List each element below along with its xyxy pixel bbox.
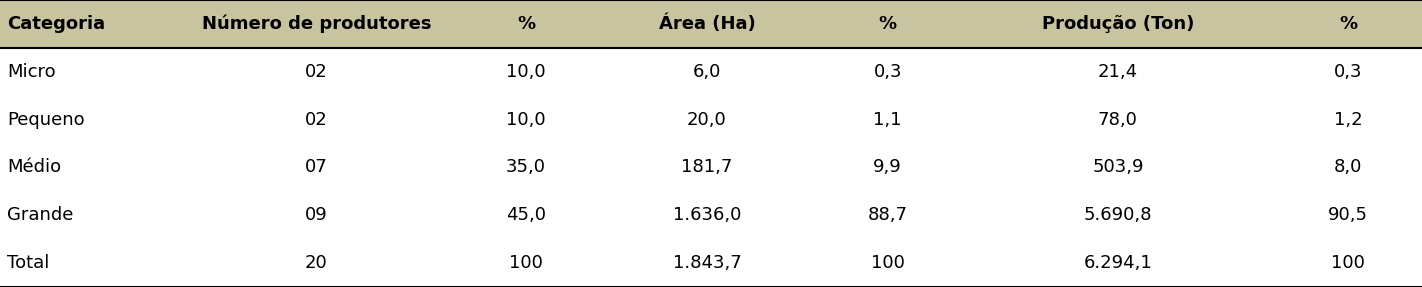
Bar (0, 0, 1422, 48)
Text: 8,0: 8,0 (1334, 158, 1362, 177)
Text: 0,3: 0,3 (873, 63, 902, 81)
Bar (0, 144, 1422, 191)
Text: 9,9: 9,9 (873, 158, 902, 177)
Text: Total: Total (7, 254, 50, 272)
Text: 90,5: 90,5 (1328, 206, 1368, 224)
Text: %: % (879, 15, 897, 33)
Text: 20: 20 (306, 254, 328, 272)
Text: 88,7: 88,7 (867, 206, 907, 224)
Text: 21,4: 21,4 (1098, 63, 1138, 81)
Text: 10,0: 10,0 (506, 110, 546, 129)
Text: %: % (1340, 15, 1357, 33)
Text: 1,1: 1,1 (873, 110, 902, 129)
Text: 1.843,7: 1.843,7 (673, 254, 741, 272)
Text: Categoria: Categoria (7, 15, 105, 33)
Bar (0, 96, 1422, 144)
Text: 1,2: 1,2 (1334, 110, 1362, 129)
Bar (0, 191, 1422, 239)
Text: 0,3: 0,3 (1334, 63, 1362, 81)
Text: Área (Ha): Área (Ha) (658, 15, 755, 33)
Text: Pequeno: Pequeno (7, 110, 85, 129)
Text: 35,0: 35,0 (506, 158, 546, 177)
Text: 1.636,0: 1.636,0 (673, 206, 741, 224)
Text: 45,0: 45,0 (506, 206, 546, 224)
Text: 20,0: 20,0 (687, 110, 727, 129)
Text: 5.690,8: 5.690,8 (1084, 206, 1152, 224)
Bar (0, 48, 1422, 96)
Text: Grande: Grande (7, 206, 74, 224)
Text: %: % (518, 15, 535, 33)
Text: Produção (Ton): Produção (Ton) (1042, 15, 1194, 33)
Text: 503,9: 503,9 (1092, 158, 1143, 177)
Text: 100: 100 (870, 254, 904, 272)
Text: Micro: Micro (7, 63, 55, 81)
Text: 181,7: 181,7 (681, 158, 732, 177)
Bar (0, 239, 1422, 287)
Text: Médio: Médio (7, 158, 61, 177)
Text: 78,0: 78,0 (1098, 110, 1138, 129)
Text: 02: 02 (306, 63, 328, 81)
Text: Número de produtores: Número de produtores (202, 15, 431, 33)
Text: 100: 100 (509, 254, 543, 272)
Text: 6,0: 6,0 (693, 63, 721, 81)
Text: 09: 09 (306, 206, 328, 224)
Text: 02: 02 (306, 110, 328, 129)
Text: 10,0: 10,0 (506, 63, 546, 81)
Text: 100: 100 (1331, 254, 1365, 272)
Text: 6.294,1: 6.294,1 (1084, 254, 1152, 272)
Text: 07: 07 (306, 158, 328, 177)
